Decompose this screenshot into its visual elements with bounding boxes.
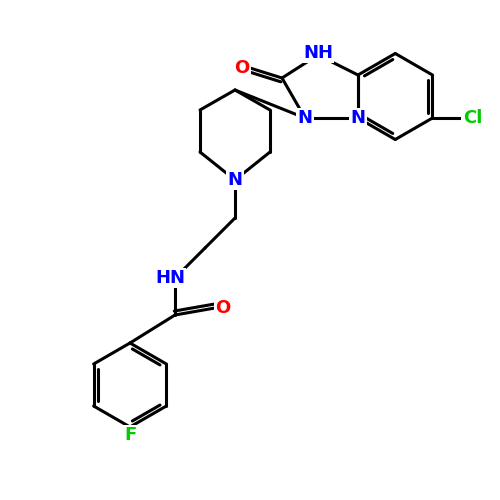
Text: N: N	[350, 109, 366, 127]
Text: Cl: Cl	[463, 109, 482, 127]
Text: O: O	[234, 59, 250, 77]
Text: N: N	[228, 171, 242, 189]
Text: HN: HN	[155, 269, 185, 287]
Text: N: N	[298, 109, 312, 127]
Text: NH: NH	[303, 44, 333, 62]
Text: F: F	[124, 426, 136, 444]
Text: O: O	[216, 299, 230, 317]
